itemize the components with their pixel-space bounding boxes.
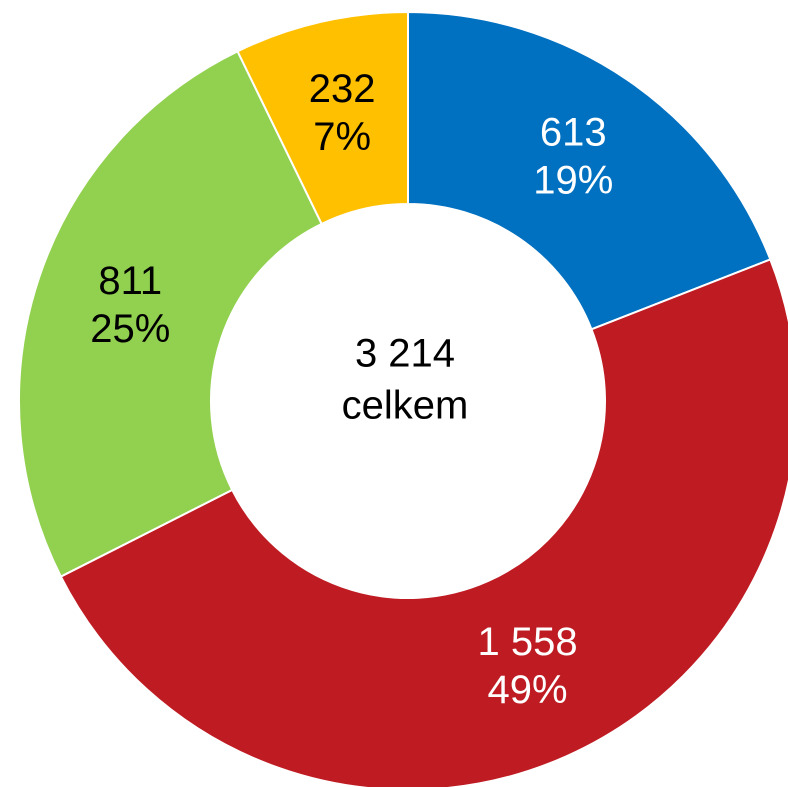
slice bbox=[236, 10, 409, 226]
total-caption: celkem bbox=[342, 384, 469, 428]
value-label: 613 bbox=[540, 111, 607, 155]
percent-label: 19% bbox=[533, 159, 613, 203]
value-label: 1 558 bbox=[478, 620, 578, 664]
value-label: 811 bbox=[98, 259, 162, 303]
value-label: 232 bbox=[309, 67, 376, 111]
percent-label: 49% bbox=[488, 668, 568, 712]
percent-label: 25% bbox=[90, 307, 170, 351]
slice bbox=[59, 258, 788, 787]
total-label: 3 214 bbox=[355, 332, 455, 376]
slice bbox=[407, 10, 772, 331]
slice bbox=[18, 49, 324, 578]
slices bbox=[18, 10, 788, 787]
percent-label: 7% bbox=[313, 115, 371, 159]
